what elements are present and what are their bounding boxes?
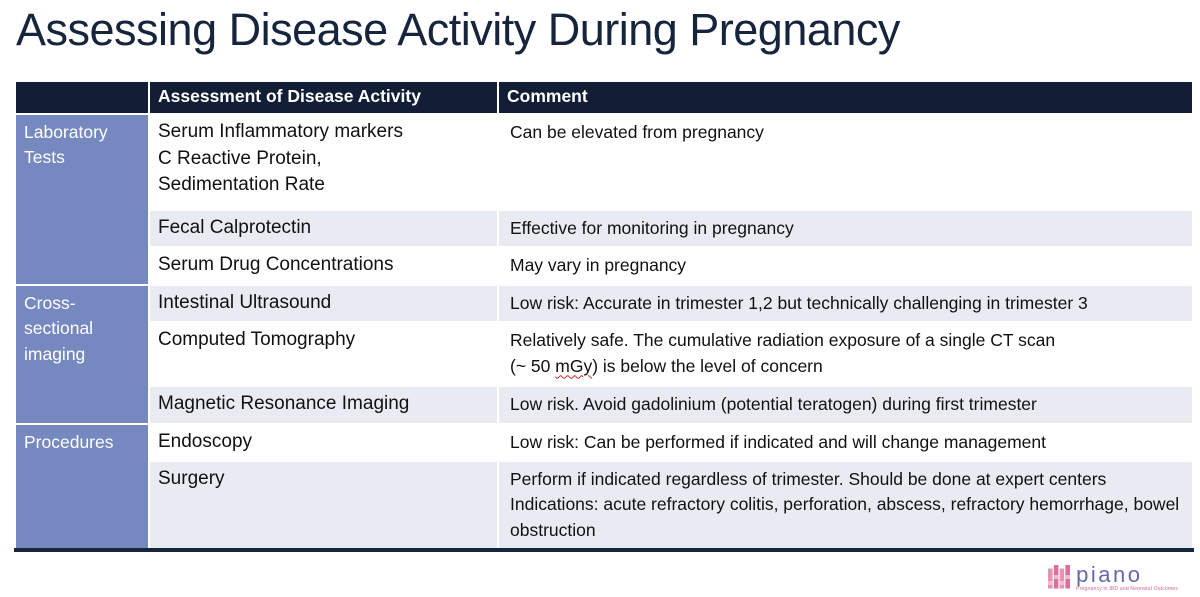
category-cell-laboratory-tests: Laboratory Tests: [14, 113, 150, 286]
table-row: Magnetic Resonance Imaging Low risk. Avo…: [15, 385, 1194, 425]
category-cell-procedures: Procedures: [14, 422, 150, 551]
disease-activity-table: Assessment of Disease Activity Comment L…: [14, 80, 1194, 552]
comment-cell: Low risk: Can be performed if indicated …: [497, 422, 1194, 462]
piano-logo: piano Pregnancy in IBD and Neonatal Outc…: [1048, 563, 1178, 592]
table-row: Surgery Perform if indicated regardless …: [15, 459, 1194, 552]
header-cell-assessment: Assessment of Disease Activity: [148, 80, 499, 115]
assessment-cell: Fecal Calprotectin: [148, 208, 499, 249]
table-row: Serum Drug Concentrations May vary in pr…: [15, 246, 1194, 286]
assessment-cell: Endoscopy: [148, 422, 499, 462]
page-title: Assessing Disease Activity During Pregna…: [16, 4, 900, 55]
header-cell-comment: Comment: [497, 80, 1194, 115]
assessment-cell: Computed Tomography: [148, 321, 499, 388]
assessment-cell: Intestinal Ultrasound: [148, 283, 499, 324]
assessment-cell: Serum Inflammatory markers C Reactive Pr…: [148, 113, 499, 211]
comment-cell: Relatively safe. The cumulative radiatio…: [497, 321, 1194, 388]
category-cell-cross-sectional-imaging: Cross-sectional imaging: [14, 283, 150, 425]
table-row: Fecal Calprotectin Effective for monitor…: [15, 208, 1194, 249]
table-row: Computed Tomography Relatively safe. The…: [15, 321, 1194, 388]
comment-cell: May vary in pregnancy: [497, 246, 1194, 286]
piano-logo-wordmark: piano: [1076, 561, 1143, 587]
assessment-cell: Magnetic Resonance Imaging: [148, 385, 499, 425]
header-cell-category: [14, 80, 150, 115]
comment-cell: Low risk: Accurate in trimester 1,2 but …: [497, 283, 1194, 324]
assessment-cell: Serum Drug Concentrations: [148, 246, 499, 286]
piano-logo-tagline: Pregnancy in IBD and Neonatal Outcomes: [1076, 586, 1178, 592]
comment-cell: Perform if indicated regardless of trime…: [497, 459, 1194, 552]
table-row: Laboratory Tests Serum Inflammatory mark…: [14, 113, 1194, 286]
comment-cell: Effective for monitoring in pregnancy: [497, 208, 1194, 249]
table-row: Procedures Endoscopy Low risk: Can be pe…: [14, 422, 1194, 551]
table-header-row: Assessment of Disease Activity Comment: [14, 80, 1194, 115]
table-row: Cross-sectional imaging Intestinal Ultra…: [14, 283, 1194, 425]
piano-keys-icon: [1048, 564, 1071, 589]
comment-cell: Can be elevated from pregnancy: [497, 113, 1194, 211]
assessment-cell: Surgery: [148, 459, 499, 552]
comment-cell: Low risk. Avoid gadolinium (potential te…: [497, 385, 1194, 425]
